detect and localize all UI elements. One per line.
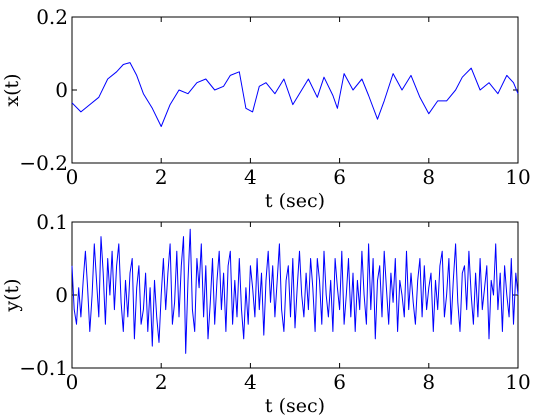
panel-x: 0 2 4 6 8 10 −0.200.2 t (sec) x(t) [1,5,531,212]
panel-x-series-line [71,62,519,127]
panel-y-xtick-labels: 0 2 4 6 8 10 [66,370,531,394]
xtick-label: 0 [66,370,79,394]
panel-x-xtick-labels: 0 2 4 6 8 10 [66,165,531,189]
xtick-label: 4 [244,370,257,394]
panel-x-frame [71,16,519,164]
ytick-label: −0.1 [19,356,68,380]
xtick-label: 0 [66,165,79,189]
ytick-label: 0 [55,283,68,307]
panel-y-ytick-labels: −0.1 0 0.1 [19,210,68,380]
panel-x-ytick-labels: −0.2 0 0.2 [19,5,68,175]
ytick-label: 0 [55,78,68,102]
ytick-label: 0.2 [36,5,68,29]
xtick-label: 6 [333,370,346,394]
xtick-label: 10 [505,370,530,394]
panel-y-ticks [71,221,519,369]
xtick-label: 4 [244,165,257,189]
panel-y-xlabel: t (sec) [265,395,325,416]
panel-y-series-line [71,228,519,354]
xtick-label: 2 [155,370,168,394]
ytick-label: −0.2 [19,151,68,175]
panel-y: 0 2 4 6 8 10 −0.100.1 t (sec) y(t) [1,210,531,416]
panel-y-ylabel: y(t) [1,278,23,312]
panel-x-ticks [71,16,519,164]
xtick-label: 6 [333,165,346,189]
xtick-label: 8 [422,370,435,394]
panel-x-xlabel: t (sec) [265,190,325,212]
panel-x-ylabel: x(t) [1,73,23,106]
xtick-label: 2 [155,165,168,189]
ytick-label: 0.1 [36,210,68,234]
panel-y-frame [71,221,519,369]
xtick-label: 8 [422,165,435,189]
xtick-label: 10 [505,165,530,189]
